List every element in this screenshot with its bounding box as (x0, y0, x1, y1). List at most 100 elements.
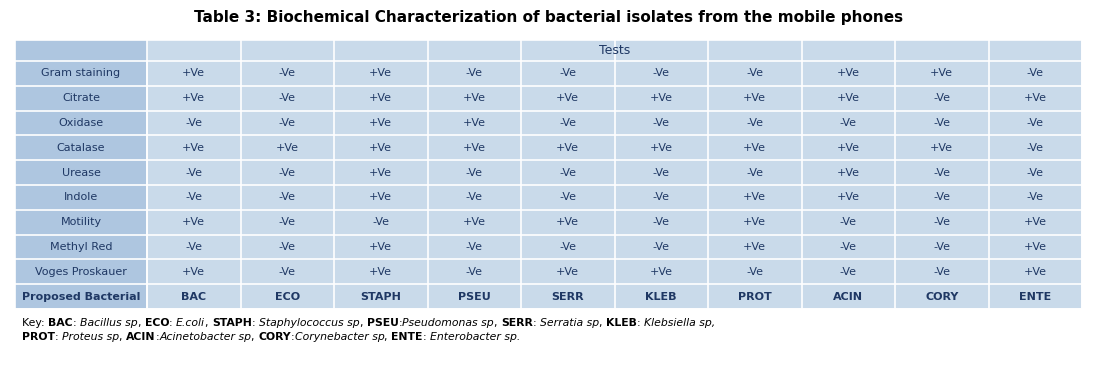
Text: +Ve: +Ve (744, 242, 766, 252)
Text: ,: , (360, 318, 366, 328)
Text: -Ve: -Ve (934, 242, 950, 252)
Text: +Ve: +Ve (837, 168, 860, 178)
Text: -Ve: -Ve (934, 267, 950, 277)
Text: +Ve: +Ve (930, 143, 953, 153)
Text: :: : (252, 318, 259, 328)
Text: BAC: BAC (181, 292, 206, 302)
Text: BAC: BAC (48, 318, 72, 328)
Text: -Ve: -Ve (1027, 118, 1043, 128)
Text: STAPH: STAPH (360, 292, 402, 302)
Text: -Ve: -Ve (1027, 168, 1043, 178)
Text: +Ve: +Ve (182, 93, 205, 103)
Text: +Ve: +Ve (556, 143, 579, 153)
Text: -Ve: -Ve (934, 168, 950, 178)
Text: :: : (55, 332, 63, 342)
Text: ECO: ECO (145, 318, 169, 328)
Text: KLEB: KLEB (645, 292, 677, 302)
Text: -Ve: -Ve (559, 168, 576, 178)
Text: Klebsiella sp,: Klebsiella sp, (644, 318, 715, 328)
Text: -Ve: -Ve (839, 242, 857, 252)
Text: Table 3: Biochemical Characterization of bacterial isolates from the mobile phon: Table 3: Biochemical Characterization of… (194, 10, 903, 25)
Text: +Ve: +Ve (370, 93, 393, 103)
Text: Pseudomonas sp: Pseudomonas sp (403, 318, 494, 328)
Text: +Ve: +Ve (1024, 267, 1047, 277)
Text: -Ve: -Ve (185, 192, 202, 202)
Text: -Ve: -Ve (466, 242, 483, 252)
Bar (15, 40, 1082, 309)
Text: -Ve: -Ve (1027, 143, 1043, 153)
Text: -Ve: -Ve (839, 217, 857, 227)
Text: +Ve: +Ve (370, 192, 393, 202)
Text: +Ve: +Ve (182, 68, 205, 79)
Text: -Ve: -Ve (839, 118, 857, 128)
Text: -Ve: -Ve (279, 267, 296, 277)
Text: +Ve: +Ve (837, 93, 860, 103)
Text: ACIN: ACIN (126, 332, 156, 342)
Text: -Ve: -Ve (185, 242, 202, 252)
Text: ,: , (599, 318, 606, 328)
Text: +Ve: +Ve (370, 242, 393, 252)
Text: CORY: CORY (259, 332, 291, 342)
Text: ,: , (205, 318, 212, 328)
Text: -Ve: -Ve (466, 168, 483, 178)
Text: Voges Proskauer: Voges Proskauer (35, 267, 127, 277)
Text: +Ve: +Ve (1024, 242, 1047, 252)
Text: ,: , (384, 332, 392, 342)
Text: ,: , (120, 332, 126, 342)
Text: -Ve: -Ve (746, 68, 764, 79)
Text: -Ve: -Ve (559, 242, 576, 252)
Text: -Ve: -Ve (279, 242, 296, 252)
Text: -Ve: -Ve (746, 118, 764, 128)
Text: -Ve: -Ve (559, 118, 576, 128)
Text: Indole: Indole (64, 192, 98, 202)
Text: Urease: Urease (61, 168, 101, 178)
Text: -Ve: -Ve (1027, 68, 1043, 79)
Text: -Ve: -Ve (653, 192, 670, 202)
Text: PSEU: PSEU (457, 292, 490, 302)
Text: +Ve: +Ve (182, 217, 205, 227)
Text: -Ve: -Ve (279, 68, 296, 79)
Text: +Ve: +Ve (275, 143, 298, 153)
Text: +Ve: +Ve (556, 93, 579, 103)
Text: -Ve: -Ve (466, 267, 483, 277)
Text: -Ve: -Ve (279, 217, 296, 227)
Text: +Ve: +Ve (649, 93, 672, 103)
Text: +Ve: +Ve (837, 192, 860, 202)
Text: -Ve: -Ve (559, 68, 576, 79)
Text: Corynebacter sp: Corynebacter sp (295, 332, 384, 342)
Text: ,: , (494, 318, 501, 328)
Text: -Ve: -Ve (653, 68, 670, 79)
Text: Tests: Tests (599, 44, 630, 57)
Text: -Ve: -Ve (279, 192, 296, 202)
Text: +Ve: +Ve (370, 68, 393, 79)
Text: -Ve: -Ve (934, 192, 950, 202)
Text: +Ve: +Ve (1024, 217, 1047, 227)
Text: ,: , (251, 332, 259, 342)
Text: -Ve: -Ve (653, 242, 670, 252)
Text: +Ve: +Ve (837, 143, 860, 153)
Text: ACIN: ACIN (834, 292, 863, 302)
Text: Oxidase: Oxidase (58, 118, 103, 128)
Text: Staphylococcus sp: Staphylococcus sp (259, 318, 360, 328)
Text: PROT: PROT (738, 292, 771, 302)
Text: :: : (398, 318, 403, 328)
Text: +Ve: +Ve (182, 267, 205, 277)
Text: SERR: SERR (552, 292, 584, 302)
Text: +Ve: +Ve (463, 143, 486, 153)
Text: -Ve: -Ve (1027, 192, 1043, 202)
Text: ENTE: ENTE (392, 332, 422, 342)
Text: CORY: CORY (925, 292, 959, 302)
Text: -Ve: -Ve (746, 267, 764, 277)
Text: E.coli: E.coli (177, 318, 205, 328)
Text: -Ve: -Ve (839, 267, 857, 277)
Text: Proteus sp: Proteus sp (63, 332, 120, 342)
Text: +Ve: +Ve (649, 267, 672, 277)
Text: -Ve: -Ve (279, 93, 296, 103)
Text: ECO: ECO (274, 292, 299, 302)
Text: Proposed Bacterial: Proposed Bacterial (22, 292, 140, 302)
Text: -Ve: -Ve (934, 217, 950, 227)
Text: -Ve: -Ve (185, 168, 202, 178)
Text: +Ve: +Ve (463, 118, 486, 128)
Text: KLEB: KLEB (606, 318, 637, 328)
Text: +Ve: +Ve (556, 217, 579, 227)
